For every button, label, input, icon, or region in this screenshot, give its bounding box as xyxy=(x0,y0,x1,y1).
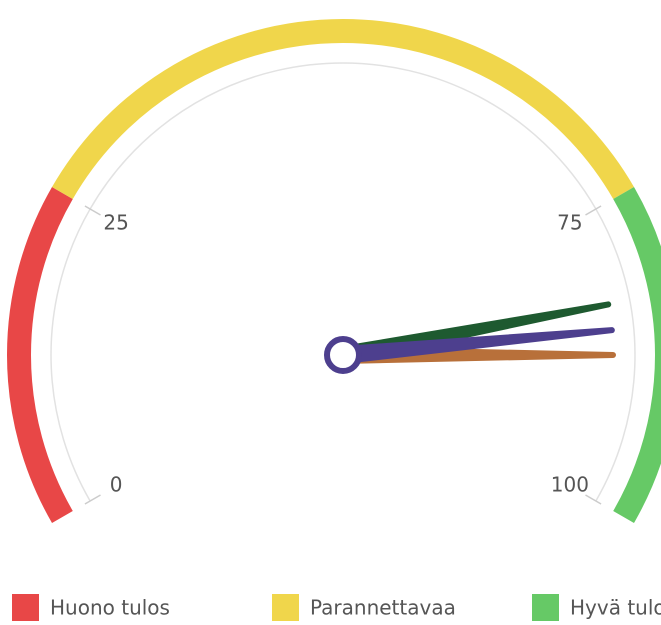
tick-label: 0 xyxy=(110,473,123,497)
tick-mark xyxy=(585,494,602,505)
legend-label: Parannettavaa xyxy=(310,596,456,620)
legend-label: Hyvä tulos xyxy=(570,596,661,620)
legend-swatch xyxy=(12,594,39,621)
tick-label: 25 xyxy=(103,211,128,235)
legend-swatch xyxy=(272,594,299,621)
band xyxy=(7,187,73,523)
tick-label: 75 xyxy=(557,211,582,235)
tick-mark xyxy=(84,494,101,505)
band xyxy=(613,187,661,523)
needle-pivot xyxy=(324,336,362,374)
legend-label: Huono tulos xyxy=(50,596,170,620)
tick-label: 100 xyxy=(551,473,589,497)
band xyxy=(52,19,634,200)
legend-swatch xyxy=(532,594,559,621)
tick-mark xyxy=(84,205,101,216)
needle xyxy=(342,327,615,364)
tick-mark xyxy=(585,205,602,216)
scale-arc xyxy=(50,62,636,502)
